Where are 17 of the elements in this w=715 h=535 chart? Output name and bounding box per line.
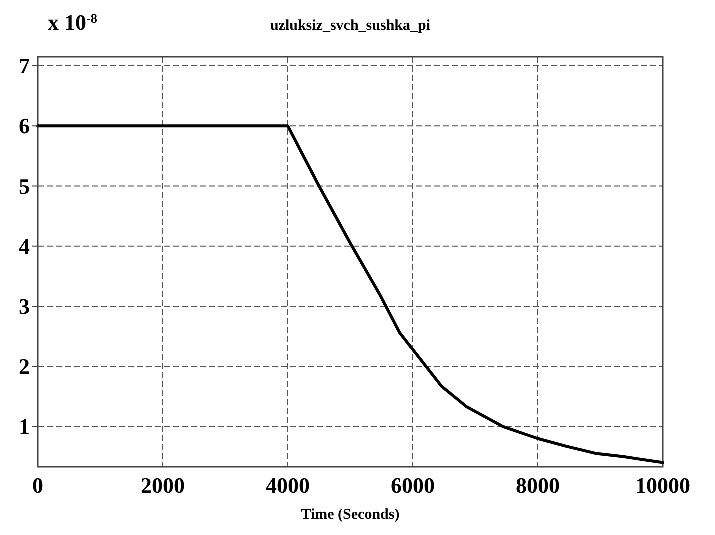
x-axis-title: Time (Seconds) xyxy=(301,507,400,523)
y-tick-label: 6 xyxy=(19,114,30,139)
x-tick-label: 6000 xyxy=(391,473,435,498)
y-tick-label: 2 xyxy=(19,354,30,380)
x-tick-label: 10000 xyxy=(636,473,690,498)
text: x 10$^{-8}$ xyxy=(48,10,98,35)
y-tick-label: 5 xyxy=(19,174,30,199)
x-tick-label: 4000 xyxy=(266,473,310,498)
x-tick-label: 8000 xyxy=(516,473,560,498)
x-tick-label: 0 xyxy=(32,473,44,498)
y-tick-label: 1 xyxy=(19,414,30,440)
chart-title: uzluksiz_svch_sushka_pi xyxy=(270,18,431,34)
y-tick-label: 4 xyxy=(19,234,30,259)
y-tick-label: 3 xyxy=(19,294,30,319)
x-tick-label: 2000 xyxy=(141,473,185,498)
y-tick-label: 7 xyxy=(19,54,30,79)
line-series xyxy=(36,124,664,464)
